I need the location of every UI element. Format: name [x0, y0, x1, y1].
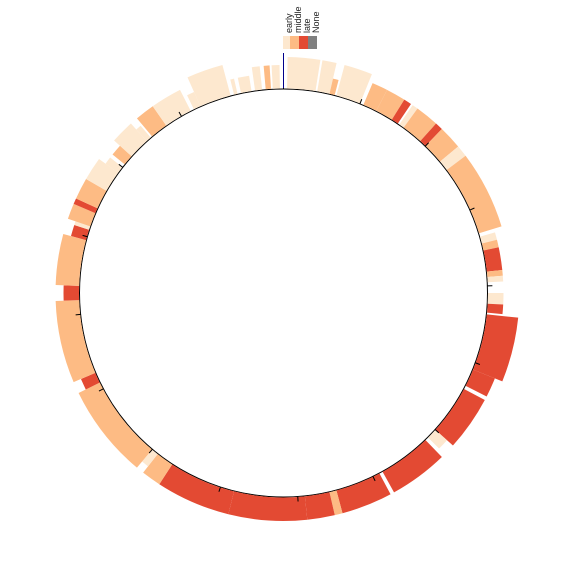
axis-tick	[178, 111, 182, 117]
track-segment-early	[428, 429, 447, 449]
track-segment-late	[483, 247, 503, 272]
track-segment-middle	[78, 382, 153, 468]
track-segment-middle	[481, 239, 499, 251]
track-segment-early	[440, 146, 466, 170]
track-segment-middle	[76, 179, 107, 209]
axis-tick	[424, 142, 430, 147]
legend-entry-middle: middle	[290, 6, 303, 49]
axis-tick	[148, 448, 153, 454]
track-segment-late	[435, 389, 485, 446]
legend-label-none: None	[311, 11, 321, 33]
track-segment-late	[391, 99, 411, 124]
track-segment-early	[237, 75, 252, 93]
track-segment-late	[336, 473, 391, 514]
track-segment-late	[73, 198, 98, 214]
legend-swatch-late	[299, 36, 308, 49]
track-segment-late	[159, 464, 235, 515]
track-segment-middle	[55, 300, 96, 383]
track-segment-middle	[425, 128, 459, 162]
axis-tick	[475, 362, 481, 365]
track-segment-early	[480, 232, 497, 244]
track-segment-early	[317, 60, 337, 94]
axis-tick	[372, 476, 376, 482]
track-segment-middle	[136, 106, 167, 137]
axis-tick	[359, 99, 363, 105]
track-segment-early	[152, 89, 191, 126]
track-segment-late	[382, 440, 442, 493]
track-segment-early	[271, 65, 280, 89]
track-segment-early	[230, 78, 238, 95]
axis-tick	[434, 429, 440, 434]
track-segment-middle	[112, 145, 132, 165]
track-segment-early	[399, 105, 418, 128]
legend-swatch-none	[308, 36, 317, 49]
track-segment-middle	[67, 203, 96, 227]
track-segment-early	[251, 66, 263, 91]
track-segment-middle	[55, 233, 86, 286]
track-segment-early	[114, 123, 147, 157]
track-segment-early	[74, 221, 91, 230]
track-segment-late	[465, 369, 495, 397]
legend-swatch-middle	[290, 36, 299, 49]
track-segment-early	[187, 65, 231, 107]
axis-tick	[98, 388, 104, 392]
legend-label-middle: middle	[293, 6, 303, 33]
track-segment-middle	[143, 454, 173, 485]
track-segment-middle	[403, 108, 437, 142]
track-segment-middle	[446, 155, 502, 234]
legend-entry-late: late	[299, 18, 312, 49]
legend-label-early: early	[284, 13, 294, 33]
track-segment-middle	[486, 270, 503, 277]
track-segment-early	[86, 158, 119, 191]
legend-entry-none: None	[308, 11, 321, 49]
legend-label-late: late	[302, 18, 312, 33]
track-segment-middle	[263, 65, 272, 90]
track-segment-early	[142, 449, 158, 467]
legend: early middle late None	[283, 6, 321, 49]
track-segment-late	[80, 372, 100, 390]
track-segment-early	[105, 157, 123, 173]
axis-tick	[82, 234, 88, 238]
track-segment-late	[487, 303, 504, 315]
track-segment-early	[287, 57, 321, 92]
track-segment-late	[420, 123, 442, 146]
track-segment-late	[304, 492, 335, 520]
legend-swatch-early	[283, 36, 290, 49]
track-segment-early	[487, 275, 504, 283]
track-segment-late	[473, 314, 519, 382]
track-segment-late	[63, 285, 80, 301]
axis-tick	[469, 207, 475, 211]
track-segment-middle	[363, 83, 388, 111]
track-segment-early	[487, 293, 504, 305]
track-segment-early	[136, 125, 151, 142]
axis-tick	[118, 163, 124, 168]
track-segment-early	[336, 65, 372, 104]
segments-layer	[55, 57, 519, 521]
legend-entry-early: early	[283, 13, 294, 49]
track-segment-middle	[329, 490, 343, 516]
track-segment-early	[187, 92, 201, 110]
axis-tick	[218, 486, 221, 492]
track-segment-middle	[329, 78, 339, 96]
track-segment-late	[228, 491, 308, 521]
axis-tick	[75, 313, 81, 316]
track-segment-middle	[376, 89, 405, 120]
base-circle	[79, 88, 488, 498]
